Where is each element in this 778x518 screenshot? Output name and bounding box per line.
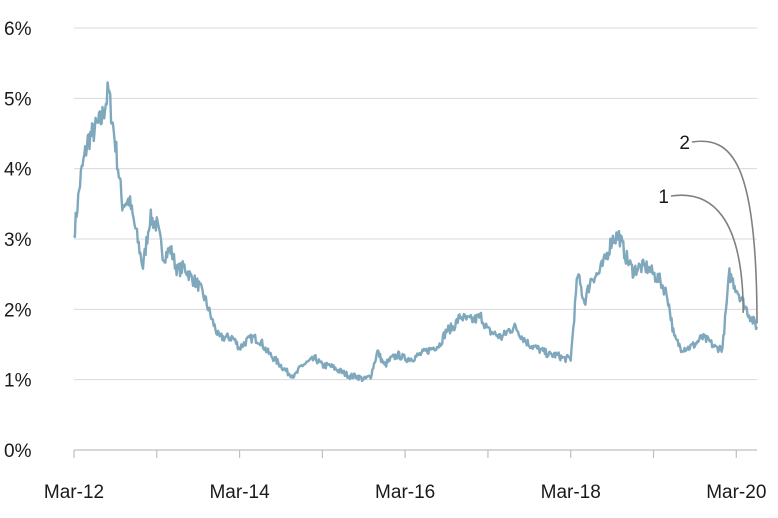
annotation-label: 2	[679, 133, 690, 154]
x-axis-ticks: Mar-12 Mar-14 Mar-16 Mar-18 Mar-20	[44, 450, 766, 503]
x-tick-label: Mar-16	[375, 482, 435, 503]
y-tick-label: 4%	[4, 160, 32, 181]
x-tick-label: Mar-14	[209, 482, 270, 503]
series-line	[72, 81, 759, 383]
y-tick-label: 1%	[4, 371, 32, 392]
x-tick-label: Mar-12	[44, 482, 104, 503]
annotation-leader-line	[691, 140, 758, 324]
y-tick-label: 2%	[4, 300, 32, 321]
annotations: 12	[658, 133, 758, 324]
y-tick-label: 6%	[4, 19, 32, 40]
y-tick-label: 3%	[4, 230, 32, 251]
x-tick-label: Mar-20	[706, 482, 766, 503]
y-tick-label: 5%	[4, 89, 32, 110]
y-axis-tick-labels: 0% 1% 2% 3% 4% 5% 6%	[4, 19, 32, 462]
annotation-leader-line	[670, 194, 745, 313]
annotation-label: 1	[658, 187, 669, 208]
x-tick-label: Mar-18	[541, 482, 601, 503]
gridlines	[74, 27, 757, 381]
y-tick-label: 0%	[4, 441, 32, 462]
